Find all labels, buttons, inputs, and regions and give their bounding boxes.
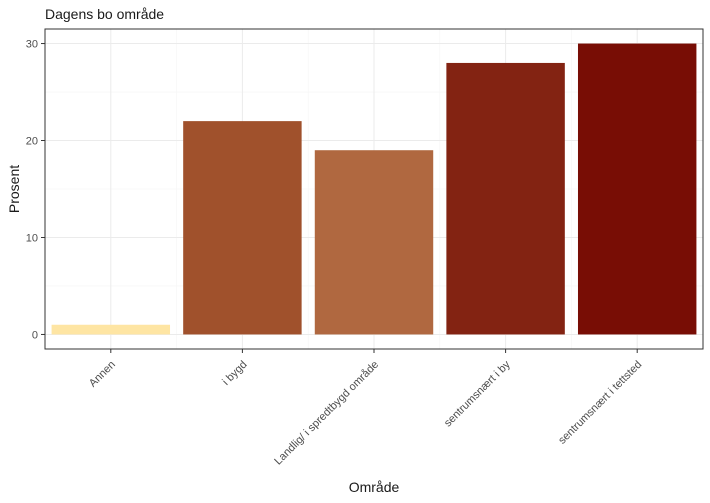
bars xyxy=(51,43,697,335)
y-axis-title: Prosent xyxy=(6,165,22,213)
x-tick-label: sentrumsnært i tettsted xyxy=(556,359,644,447)
chart-title: Dagens bo område xyxy=(45,6,164,22)
bar-0 xyxy=(51,324,171,335)
x-tick-label: i bygd xyxy=(220,359,249,388)
y-tick-label: 10 xyxy=(26,232,38,244)
bar-1 xyxy=(183,121,302,335)
x-tick-label: sentrumsnært i by xyxy=(442,358,513,429)
y-tick-label: 30 xyxy=(26,39,38,51)
bar-4 xyxy=(577,43,697,335)
x-axis: Annen i bygd Landlig/ i spredtbygd område s… xyxy=(87,349,644,467)
y-axis: 0 10 20 30 xyxy=(26,39,45,341)
y-tick-label: 20 xyxy=(26,136,38,148)
bar-2 xyxy=(314,150,434,335)
x-tick-label: Landlig/ i spredtbygd område xyxy=(272,359,381,468)
x-tick-label: Annen xyxy=(87,359,118,390)
bar-3 xyxy=(446,62,565,335)
x-axis-title: Område xyxy=(349,479,400,495)
y-tick-label: 0 xyxy=(32,329,38,341)
